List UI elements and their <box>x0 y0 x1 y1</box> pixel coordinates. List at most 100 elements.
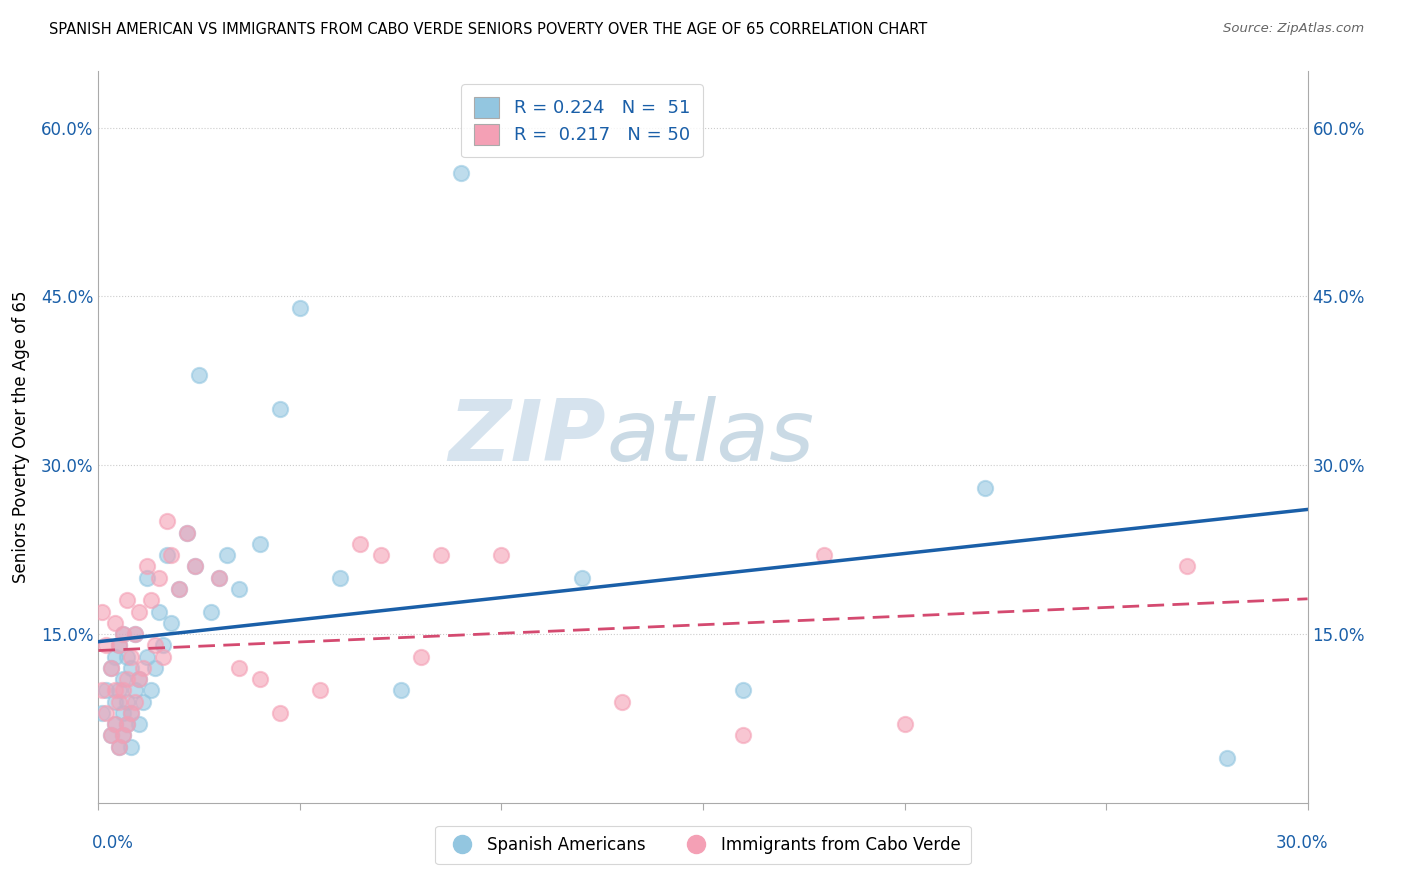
Point <box>1216 751 1239 765</box>
Point <box>135 571 157 585</box>
Point <box>107 638 129 652</box>
Text: 30.0%: 30.0% <box>1277 834 1329 852</box>
Point <box>96 638 118 652</box>
Point <box>813 548 835 562</box>
Text: 0.0%: 0.0% <box>91 834 134 852</box>
Point <box>111 683 134 698</box>
Point <box>115 717 138 731</box>
Point <box>309 683 332 698</box>
Text: SPANISH AMERICAN VS IMMIGRANTS FROM CABO VERDE SENIORS POVERTY OVER THE AGE OF 6: SPANISH AMERICAN VS IMMIGRANTS FROM CABO… <box>49 22 928 37</box>
Point <box>450 166 472 180</box>
Point <box>733 728 755 742</box>
Legend: Spanish Americans, Immigrants from Cabo Verde: Spanish Americans, Immigrants from Cabo … <box>436 826 970 864</box>
Point <box>111 627 134 641</box>
Point <box>370 548 392 562</box>
Point <box>349 537 371 551</box>
Point <box>115 672 138 686</box>
Point <box>249 537 271 551</box>
Point <box>100 661 122 675</box>
Point <box>974 481 997 495</box>
Point <box>124 694 146 708</box>
Text: ZIP: ZIP <box>449 395 606 479</box>
Point <box>120 706 142 720</box>
Point <box>184 559 207 574</box>
Point <box>188 368 211 383</box>
Point <box>329 571 352 585</box>
Point <box>160 548 183 562</box>
Point <box>491 548 513 562</box>
Point <box>96 683 118 698</box>
Point <box>167 582 190 596</box>
Point <box>103 717 125 731</box>
Point <box>132 694 155 708</box>
Point <box>115 717 138 731</box>
Point <box>176 525 198 540</box>
Point <box>269 401 291 416</box>
Point <box>156 515 179 529</box>
Point <box>139 593 162 607</box>
Point <box>409 649 432 664</box>
Point <box>107 638 129 652</box>
Point <box>167 582 190 596</box>
Point <box>132 661 155 675</box>
Point <box>120 739 142 754</box>
Point <box>1175 559 1198 574</box>
Point <box>143 638 166 652</box>
Point <box>107 694 129 708</box>
Point <box>111 728 134 742</box>
Point <box>135 649 157 664</box>
Point <box>208 571 231 585</box>
Point <box>143 661 166 675</box>
Point <box>115 694 138 708</box>
Point <box>91 706 114 720</box>
Point <box>288 301 311 315</box>
Point <box>176 525 198 540</box>
Point <box>228 582 250 596</box>
Point <box>733 683 755 698</box>
Point <box>96 706 118 720</box>
Text: Source: ZipAtlas.com: Source: ZipAtlas.com <box>1223 22 1364 36</box>
Point <box>103 683 125 698</box>
Point <box>124 627 146 641</box>
Point <box>612 694 634 708</box>
Point <box>91 683 114 698</box>
Point <box>148 571 170 585</box>
Point <box>128 672 150 686</box>
Point <box>120 706 142 720</box>
Point <box>100 728 122 742</box>
Point <box>217 548 239 562</box>
Point <box>893 717 915 731</box>
Point <box>124 683 146 698</box>
Point <box>111 706 134 720</box>
Point <box>135 559 157 574</box>
Point <box>111 672 134 686</box>
Point <box>152 638 174 652</box>
Point <box>160 615 183 630</box>
Point <box>115 649 138 664</box>
Point <box>228 661 250 675</box>
Point <box>200 605 222 619</box>
Point <box>107 739 129 754</box>
Point <box>389 683 412 698</box>
Point <box>128 605 150 619</box>
Point <box>148 605 170 619</box>
Point <box>184 559 207 574</box>
Point <box>107 739 129 754</box>
Point <box>571 571 593 585</box>
Point <box>111 728 134 742</box>
Point <box>124 627 146 641</box>
Point <box>269 706 291 720</box>
Point <box>249 672 271 686</box>
Point <box>120 661 142 675</box>
Point <box>139 683 162 698</box>
Point <box>103 694 125 708</box>
Point <box>107 683 129 698</box>
Point <box>208 571 231 585</box>
Point <box>115 593 138 607</box>
Point <box>100 728 122 742</box>
Point <box>128 717 150 731</box>
Y-axis label: Seniors Poverty Over the Age of 65: Seniors Poverty Over the Age of 65 <box>11 291 30 583</box>
Point <box>103 717 125 731</box>
Point <box>120 649 142 664</box>
Point <box>152 649 174 664</box>
